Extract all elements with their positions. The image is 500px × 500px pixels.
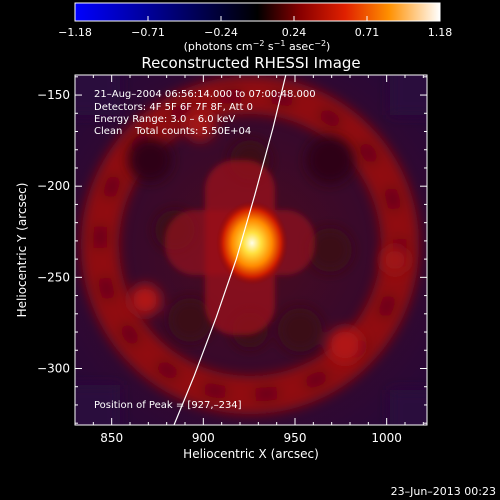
x-tick-label: 850 <box>100 431 123 445</box>
colorbar-units: (photons cm−2 s−1 asec−2) <box>184 39 331 53</box>
annotation-energy: Energy Range: 3.0 – 6.0 keV <box>94 114 235 125</box>
chart-title: Reconstructed RHESSI Image <box>141 54 360 72</box>
x-axis-tick-labels: 850 900 950 1000 <box>100 431 402 445</box>
colorbar-tick-label: 0.24 <box>282 26 307 39</box>
heatmap-image <box>75 75 427 425</box>
colorbar-tick-label: 0.71 <box>355 26 380 39</box>
x-axis-label: Heliocentric X (arcsec) <box>183 447 319 461</box>
colorbar-tick-label: −0.71 <box>131 26 165 39</box>
peak-emission <box>216 201 288 285</box>
x-tick-label: 900 <box>192 431 215 445</box>
plot-frame <box>74 74 428 426</box>
y-tick-label: −150 <box>37 88 70 102</box>
y-tick-label: −300 <box>37 361 70 375</box>
annotation-time: 21–Aug–2004 06:56:14.000 to 07:00:48.000 <box>94 89 316 100</box>
y-tick-label: −200 <box>37 179 70 193</box>
y-tick-label: −250 <box>37 270 70 284</box>
footer-date: 23–Jun–2013 00:23 <box>391 485 496 498</box>
colorbar-tick-label: 1.18 <box>428 26 453 39</box>
x-tick-label: 950 <box>284 431 307 445</box>
colorbar-tick-label: −0.24 <box>204 26 238 39</box>
annotation-clean: Clean Total counts: 5.50E+04 <box>94 126 251 137</box>
annotation-peak-position: Position of Peak = [927,–234] <box>94 400 242 411</box>
x-axis-ticks <box>92 75 424 425</box>
colorbar <box>74 2 441 22</box>
annotation-detectors: Detectors: 4F 5F 6F 7F 8F, Att 0 <box>94 102 253 113</box>
colorbar-ticks <box>74 16 441 21</box>
y-axis-tick-labels: −150 −200 −250 −300 <box>37 88 70 375</box>
colorbar-tick-label: −1.18 <box>58 26 92 39</box>
colorbar-tick-labels: −1.18 −0.71 −0.24 0.24 0.71 1.18 <box>58 26 452 39</box>
x-tick-label: 1000 <box>371 431 402 445</box>
y-axis-ticks <box>75 76 427 424</box>
solar-limb-curve <box>173 75 287 425</box>
y-axis-label: Heliocentric Y (arcsec) <box>15 183 29 318</box>
